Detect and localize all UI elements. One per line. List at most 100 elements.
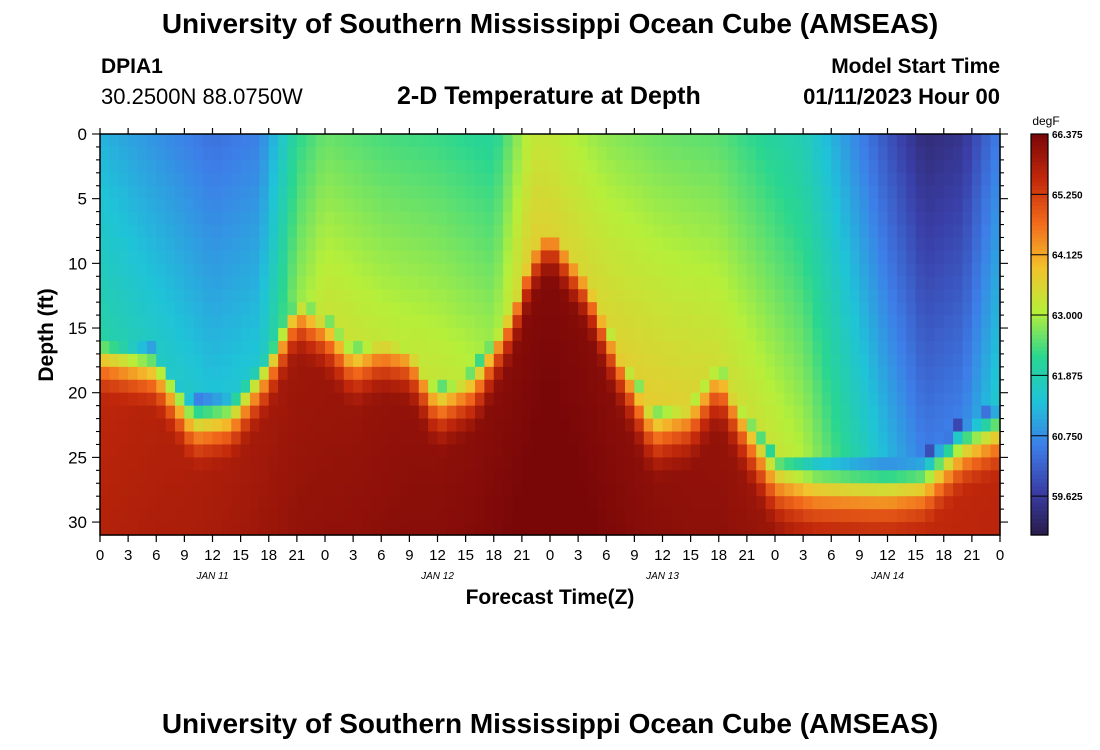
heatmap-cell: [278, 392, 289, 407]
heatmap-cell: [700, 418, 710, 433]
heatmap-cell: [306, 185, 317, 200]
heatmap-cell: [746, 483, 757, 497]
heatmap-cell: [465, 509, 476, 523]
heatmap-cell: [765, 289, 776, 303]
heatmap-cell: [146, 159, 157, 174]
heatmap-cell: [615, 276, 626, 290]
heatmap-cell: [625, 392, 635, 407]
heatmap-cell: [934, 405, 945, 420]
heatmap-cell: [643, 250, 654, 264]
heatmap-cell: [446, 379, 457, 394]
heatmap-cell: [540, 276, 551, 290]
heatmap-cell: [353, 418, 364, 433]
heatmap-cell: [962, 146, 973, 161]
heatmap-cell: [868, 509, 879, 523]
heatmap-cell: [362, 172, 373, 187]
heatmap-cell: [521, 470, 532, 484]
heatmap-cell: [484, 379, 495, 394]
heatmap-cell: [784, 418, 795, 433]
heatmap-cell: [418, 172, 429, 187]
heatmap-cell: [381, 496, 392, 510]
heatmap-cell: [353, 315, 364, 329]
heatmap-cell: [278, 353, 289, 368]
heatmap-cell: [456, 405, 467, 420]
heatmap-cell: [934, 328, 945, 342]
heatmap-cell: [118, 496, 129, 510]
heatmap-cell: [934, 353, 945, 368]
heatmap-cell: [109, 263, 120, 277]
heatmap-cell: [193, 211, 204, 226]
heatmap-cell: [521, 134, 532, 148]
heatmap-cell: [175, 405, 185, 420]
heatmap-cell: [165, 198, 176, 213]
heatmap-cell: [287, 134, 298, 148]
heatmap-cell: [315, 250, 326, 264]
heatmap-cell: [606, 302, 617, 316]
heatmap-cell: [100, 353, 110, 368]
colorbar-segment: [1031, 202, 1048, 207]
heatmap-cells: [100, 134, 1001, 536]
x-tick-label: 15: [232, 547, 249, 564]
heatmap-cell: [118, 263, 129, 277]
heatmap-cell: [943, 159, 954, 174]
heatmap-cell: [728, 483, 739, 497]
heatmap-cell: [193, 496, 204, 510]
heatmap-cell: [334, 276, 345, 290]
heatmap-cell: [203, 237, 214, 252]
heatmap-cell: [287, 457, 298, 471]
heatmap-cell: [437, 276, 448, 290]
heatmap-cell: [118, 134, 129, 148]
heatmap-cell: [437, 185, 448, 200]
heatmap-cell: [896, 224, 907, 239]
heatmap-cell: [362, 224, 373, 239]
heatmap-cell: [381, 366, 392, 381]
heatmap-cell: [521, 146, 532, 161]
heatmap-cell: [868, 289, 879, 303]
heatmap-cell: [512, 444, 523, 458]
heatmap-cell: [634, 431, 645, 446]
heatmap-cell: [371, 315, 382, 329]
heatmap-cell: [962, 509, 973, 523]
heatmap-cell: [128, 211, 139, 226]
heatmap-cell: [137, 328, 148, 342]
colorbar-segment: [1031, 318, 1048, 324]
heatmap-cell: [512, 392, 523, 407]
heatmap-cell: [362, 185, 373, 200]
heatmap-cell: [615, 289, 626, 303]
heatmap-cell: [278, 328, 289, 342]
heatmap-cell: [296, 470, 307, 484]
heatmap-cell: [362, 250, 373, 264]
x-tick-label: 6: [827, 547, 835, 564]
heatmap-cell: [643, 159, 654, 174]
heatmap-cell: [296, 289, 307, 303]
heatmap-cell: [990, 366, 1001, 381]
heatmap-cell: [737, 172, 748, 187]
heatmap-cell: [250, 483, 260, 497]
heatmap-cell: [587, 185, 598, 200]
heatmap-cell: [953, 237, 964, 252]
colorbar-segment: [1031, 238, 1048, 243]
heatmap-cell: [268, 172, 279, 187]
heatmap-cell: [840, 379, 851, 394]
heatmap-cell: [409, 134, 420, 148]
heatmap-cell: [990, 522, 1001, 536]
heatmap-cell: [709, 289, 720, 303]
colorbar-segment: [1031, 290, 1048, 295]
heatmap-cell: [156, 185, 167, 200]
heatmap-cell: [746, 509, 757, 523]
heatmap-cell: [868, 340, 879, 355]
heatmap-cell: [381, 483, 392, 497]
heatmap-cell: [812, 185, 823, 200]
heatmap-cell: [287, 444, 298, 458]
heatmap-cell: [212, 146, 223, 161]
heatmap-cell: [381, 392, 392, 407]
heatmap-cell: [906, 444, 917, 458]
heatmap-cell: [578, 496, 589, 510]
heatmap-cell: [662, 522, 673, 536]
heatmap-cell: [128, 457, 139, 471]
heatmap-cell: [521, 276, 532, 290]
heatmap-cell: [775, 470, 785, 484]
heatmap-cell: [737, 457, 748, 471]
heatmap-cell: [353, 263, 364, 277]
heatmap-cell: [606, 185, 617, 200]
